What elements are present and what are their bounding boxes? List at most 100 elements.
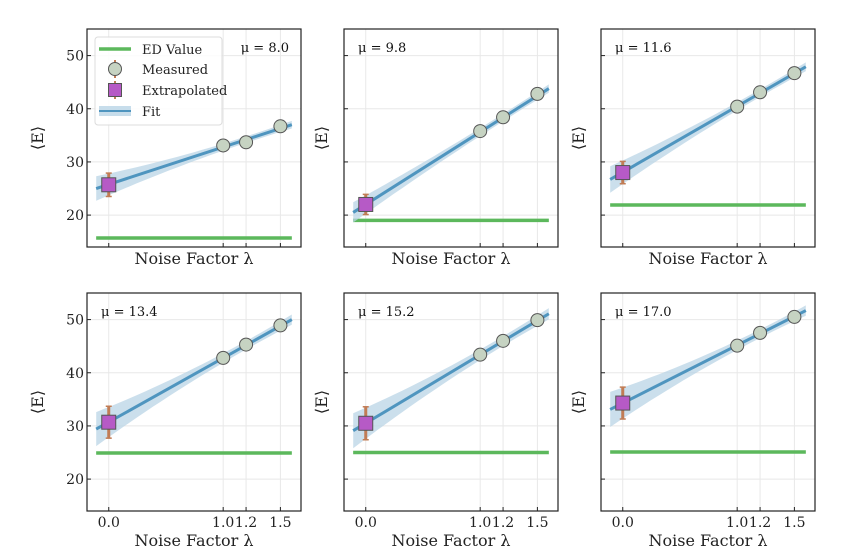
axes-frame	[86, 292, 302, 512]
x-tick-label: 1.5	[526, 515, 548, 531]
y-tick-label: 50	[66, 49, 84, 65]
mu-annotation: μ = 8.0	[241, 41, 289, 56]
extrapolated-point	[358, 196, 374, 212]
panel-1: 20 30 40 50 Noise Factor λ ⟨E⟩ μ = 8.0 ED Value…	[28, 28, 302, 268]
x-tick-label: 1.0	[726, 515, 748, 531]
legend-label: Fit	[142, 105, 161, 120]
legend-label: ED Value	[142, 43, 203, 58]
measured-point	[787, 309, 802, 324]
mu-annotation: μ = 13.4	[101, 305, 158, 320]
legend-extrapolated-swatch	[108, 83, 122, 97]
measured-point	[239, 135, 254, 150]
y-tick-label: 30	[66, 419, 84, 435]
mu-annotation: μ = 17.0	[615, 305, 672, 320]
measured-point	[753, 325, 768, 340]
x-tick-label: 1.2	[492, 515, 514, 531]
fit-line	[352, 87, 550, 214]
x-tick-label: 1.2	[749, 515, 771, 531]
y-tick-label: 20	[66, 208, 84, 224]
plot-area	[95, 314, 293, 455]
measured-point	[753, 85, 768, 100]
measured-point	[239, 337, 254, 352]
panel-3: Noise Factor λ ⟨E⟩ μ = 11.6	[569, 28, 816, 268]
plot-area	[609, 62, 807, 207]
measured-point	[473, 347, 488, 362]
fit-confidence-band	[353, 84, 549, 223]
plot-area	[609, 305, 807, 454]
measured-point	[273, 119, 288, 134]
plot-area	[95, 119, 293, 240]
axes-frame	[600, 292, 816, 512]
y-tick-label: 30	[66, 155, 84, 171]
measured-point	[530, 86, 545, 101]
extrapolated-point	[101, 177, 117, 193]
y-tick-label: 40	[66, 366, 84, 382]
extrapolated-point	[615, 395, 631, 411]
x-axis-label: Noise Factor λ	[649, 249, 768, 268]
y-tick-label: 20	[66, 472, 84, 488]
y-tick-label: 40	[66, 102, 84, 118]
grid	[344, 293, 558, 511]
x-axis-label: Noise Factor λ	[135, 531, 254, 550]
x-tick-label: 1.5	[783, 515, 805, 531]
y-axis-label: ⟨E⟩	[28, 390, 47, 414]
fit-line	[352, 312, 550, 432]
extrapolated-point	[358, 415, 374, 431]
mu-annotation: μ = 11.6	[615, 41, 672, 56]
x-tick-label: 0.0	[98, 515, 120, 531]
legend-label: Extrapolated	[142, 84, 227, 99]
measured-point	[473, 124, 488, 139]
x-axis-label: Noise Factor λ	[392, 531, 511, 550]
measured-point	[530, 313, 545, 328]
fit-line	[609, 65, 807, 181]
plot-area	[352, 84, 550, 223]
grid	[344, 29, 558, 247]
mu-annotation: μ = 9.8	[358, 41, 406, 56]
y-axis-label: ⟨E⟩	[312, 390, 331, 414]
measured-point	[496, 110, 511, 125]
measured-point	[216, 350, 231, 365]
fit-line	[609, 309, 807, 411]
extrapolated-point	[101, 414, 117, 430]
legend-measured-swatch	[108, 62, 122, 76]
x-tick-label: 1.0	[469, 515, 491, 531]
grid	[87, 293, 301, 511]
legend-label: Measured	[142, 63, 208, 78]
x-tick-label: 0.0	[612, 515, 634, 531]
measured-point	[216, 138, 231, 153]
fit-confidence-band	[610, 305, 806, 427]
x-axis-label: Noise Factor λ	[392, 249, 511, 268]
y-axis-label: ⟨E⟩	[28, 126, 47, 150]
fit-confidence-band	[353, 308, 549, 449]
legend: ED Value Measured Extrapolated Fit	[94, 36, 227, 126]
grid	[601, 29, 815, 247]
extrapolated-point	[615, 165, 631, 181]
x-tick-label: 1.5	[269, 515, 291, 531]
axes-frame	[343, 292, 559, 512]
legend-box	[94, 36, 223, 126]
plot-area	[352, 308, 550, 455]
fit-line	[95, 318, 293, 431]
measured-point	[730, 99, 745, 114]
x-tick-label: 0.0	[355, 515, 377, 531]
axes-frame	[600, 28, 816, 248]
y-axis-label: ⟨E⟩	[569, 390, 588, 414]
panel-4: 0.0 1.0 1.2 1.5 20 30 40 50 Noise Factor λ ⟨E⟩ μ =…	[28, 292, 302, 550]
axes-frame	[86, 28, 302, 248]
measured-point	[496, 333, 511, 348]
mu-annotation: μ = 15.2	[358, 305, 415, 320]
measured-point	[273, 318, 288, 333]
y-axis-label: ⟨E⟩	[312, 126, 331, 150]
axes-frame	[343, 28, 559, 248]
measured-point	[730, 338, 745, 353]
panel-2: Noise Factor λ ⟨E⟩ μ = 9.8	[312, 28, 559, 268]
panel-5: 0.0 1.0 1.2 1.5 Noise Factor λ ⟨E⟩ μ = 15.2	[312, 292, 559, 550]
x-axis-label: Noise Factor λ	[649, 531, 768, 550]
measured-point	[787, 66, 802, 81]
x-tick-label: 1.0	[212, 515, 234, 531]
y-tick-label: 50	[66, 313, 84, 329]
y-axis-label: ⟨E⟩	[569, 126, 588, 150]
x-tick-label: 1.2	[235, 515, 257, 531]
panel-6: 0.0 1.0 1.2 1.5 Noise Factor λ ⟨E⟩ μ = 17.0	[569, 292, 816, 550]
